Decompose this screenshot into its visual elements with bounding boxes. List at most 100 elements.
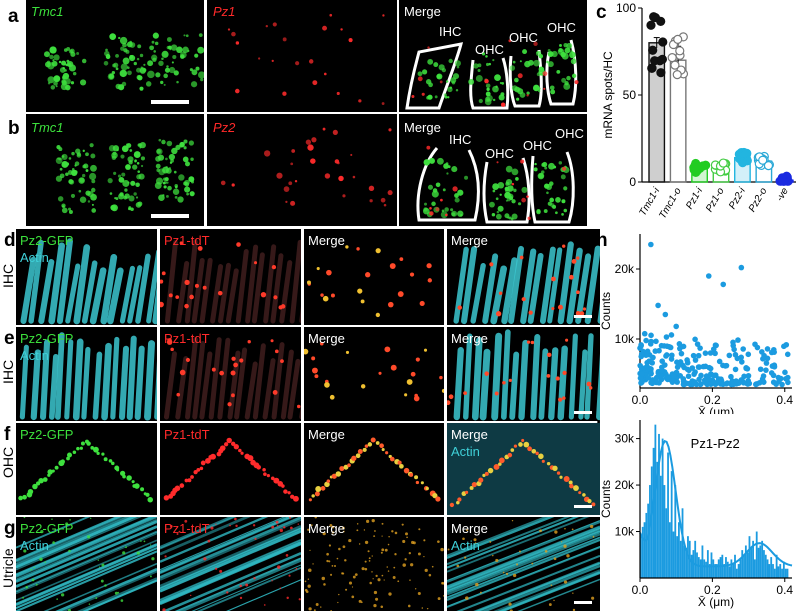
y-axis-label: Counts — [599, 480, 613, 518]
cell-label-ohc: OHC — [485, 146, 514, 161]
data-point — [760, 356, 766, 362]
data-point — [740, 380, 747, 386]
data-point — [679, 362, 686, 369]
histogram-bar — [773, 568, 776, 578]
histogram-bar — [757, 547, 760, 578]
tile-label: Actin — [451, 538, 480, 553]
cell-label-ihc: IHC — [439, 24, 462, 39]
y-axis-label: Counts — [599, 292, 613, 330]
histogram-bar — [654, 424, 657, 578]
micrograph-e-1: Pz2-GFP Actin — [16, 327, 157, 421]
data-point — [670, 60, 680, 70]
micrograph-b-tmc1: Tmc1 — [26, 114, 204, 226]
data-point — [647, 341, 654, 347]
x-tick-label: Pz2-i — [727, 185, 748, 211]
tile-label: Merge — [451, 427, 488, 442]
histogram-bar — [679, 540, 682, 578]
y-tick-label: 20k — [615, 262, 635, 276]
tile-label: Pz2-GFP — [20, 427, 74, 442]
data-point — [638, 342, 644, 349]
data-point — [692, 357, 699, 363]
data-point — [726, 352, 733, 359]
data-point — [685, 373, 692, 380]
data-point — [698, 161, 708, 171]
data-point — [759, 378, 765, 385]
data-point — [757, 366, 764, 373]
histogram-bar — [744, 545, 747, 578]
histogram-bar — [725, 557, 727, 578]
histogram-bar — [730, 559, 733, 578]
histogram-bar — [685, 547, 688, 578]
data-point — [700, 363, 707, 370]
data-point — [649, 12, 659, 22]
data-point — [655, 302, 661, 309]
data-point — [743, 365, 749, 372]
x-tick-label: Pz1-o — [704, 186, 727, 215]
micrograph-g-3: Merge — [304, 517, 444, 611]
data-point — [718, 158, 728, 168]
data-point — [656, 380, 662, 386]
micrograph-a-tmc1: Tmc1 — [26, 0, 204, 112]
micrograph-b-pz2: Pz2 — [207, 114, 397, 226]
data-point — [647, 63, 657, 73]
y-tick-label: 20k — [615, 478, 635, 492]
micrograph-f-4: Merge Actin — [447, 423, 600, 515]
tile-label: Merge — [308, 331, 345, 346]
scale-bar — [574, 601, 592, 604]
data-point — [639, 371, 646, 377]
panel-letter-f: f — [4, 424, 11, 445]
data-point — [650, 56, 660, 66]
histogram-bar — [681, 508, 684, 578]
micrograph-e-4: Merge — [447, 327, 600, 421]
data-point — [712, 350, 718, 357]
histogram-bar — [668, 522, 671, 578]
panel-letter-g: g — [4, 518, 16, 539]
data-point — [738, 158, 748, 168]
histogram-bar — [764, 554, 767, 578]
data-point — [695, 352, 702, 359]
data-point — [668, 332, 675, 338]
histogram-bar — [708, 564, 711, 578]
tile-label: Pz2-GFP — [20, 331, 74, 346]
data-point — [754, 344, 761, 351]
histogram-bar — [761, 540, 764, 578]
x-tick-label: 0.4 — [776, 393, 793, 407]
data-point — [650, 354, 656, 361]
data-point — [648, 332, 654, 339]
data-point — [759, 349, 765, 355]
histogram-bar — [659, 475, 662, 578]
histogram-bar — [719, 557, 722, 578]
cell-label-ohc: OHC — [555, 126, 584, 141]
data-point — [741, 373, 747, 380]
histogram-bar — [770, 557, 773, 578]
histogram-bar — [705, 561, 707, 578]
histogram-bar — [640, 536, 642, 578]
micrograph-d-3: Merge — [304, 229, 444, 325]
panel-letter-h: h — [596, 230, 608, 251]
data-point — [648, 379, 654, 386]
data-point — [653, 338, 659, 345]
data-point — [663, 353, 669, 359]
data-point — [716, 358, 723, 365]
histogram-bar — [779, 564, 782, 578]
data-point — [683, 380, 690, 387]
micrograph-d-4: Merge — [447, 229, 600, 325]
data-point — [672, 70, 682, 80]
micrograph-g-4: Merge Actin — [447, 517, 600, 611]
micrograph-e-3: Merge — [304, 327, 444, 421]
histogram-bar — [652, 447, 655, 578]
tile-label: Actin — [20, 538, 49, 553]
data-point — [644, 348, 651, 355]
tile-label: Merge — [451, 233, 488, 248]
data-point — [653, 375, 660, 382]
histogram-bar — [658, 433, 660, 578]
histogram-bar — [649, 485, 651, 578]
histogram-bar — [690, 554, 693, 578]
cell-label-ihc: IHC — [449, 132, 472, 147]
histogram-bar — [694, 540, 697, 578]
tile-label: Pz2-GFP — [20, 521, 74, 536]
cell-label-ohc: OHC — [475, 42, 504, 57]
data-point — [763, 161, 774, 171]
data-point — [784, 351, 791, 358]
data-point — [678, 350, 685, 357]
